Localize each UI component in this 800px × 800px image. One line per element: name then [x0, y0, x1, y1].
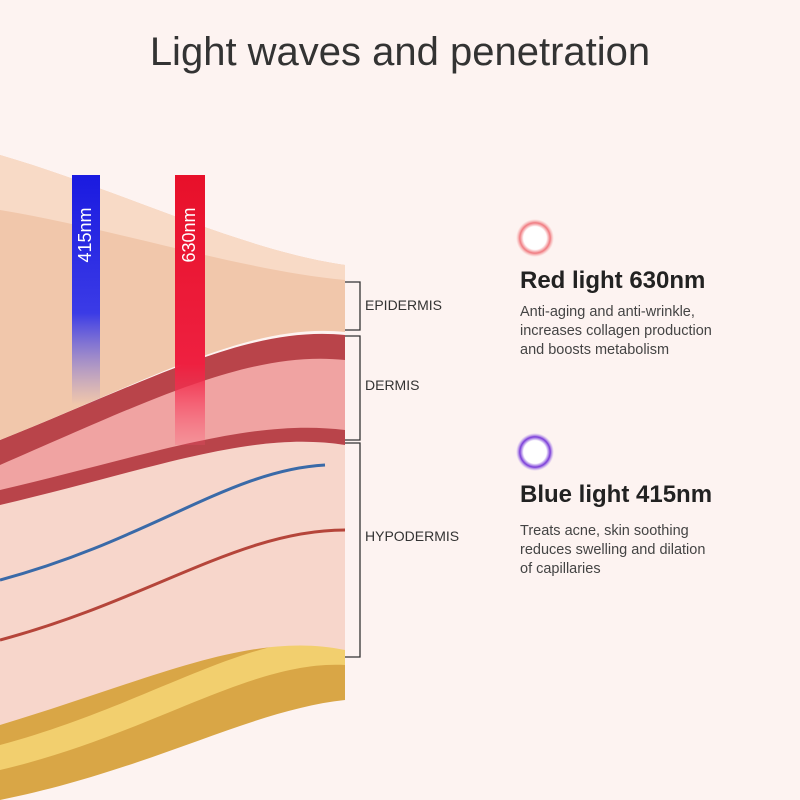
beam-label: 415nm — [75, 207, 95, 262]
beam-415 — [72, 175, 100, 405]
layer-label: HYPODERMIS — [365, 528, 459, 544]
bracket — [345, 281, 361, 331]
red-icon — [516, 219, 554, 257]
vessel — [0, 463, 326, 582]
blue-icon — [516, 433, 554, 471]
beam-label: 630nm — [179, 207, 199, 262]
item-text: increases collagen production — [520, 323, 712, 339]
dermis-cells — [0, 358, 345, 490]
item-text: and boosts metabolism — [520, 342, 669, 358]
item-text: of capillaries — [520, 561, 601, 577]
item-heading: Red light 630nm — [520, 267, 705, 294]
vessel — [0, 528, 346, 642]
brackets — [345, 281, 361, 658]
bracket — [345, 442, 361, 658]
hypodermis-layer — [0, 441, 345, 725]
title: Light waves and penetration — [150, 30, 650, 74]
beam-630 — [175, 175, 205, 445]
layer-label: EPIDERMIS — [365, 297, 442, 313]
bracket — [345, 335, 361, 441]
item-text: Treats acne, skin soothing — [520, 523, 689, 539]
item-text: reduces swelling and dilation — [520, 542, 705, 558]
item-text: Anti-aging and anti-wrinkle, — [520, 304, 695, 320]
layer-label: DERMIS — [365, 377, 419, 393]
fat-cells — [0, 639, 345, 770]
item-heading: Blue light 415nm — [520, 481, 712, 508]
